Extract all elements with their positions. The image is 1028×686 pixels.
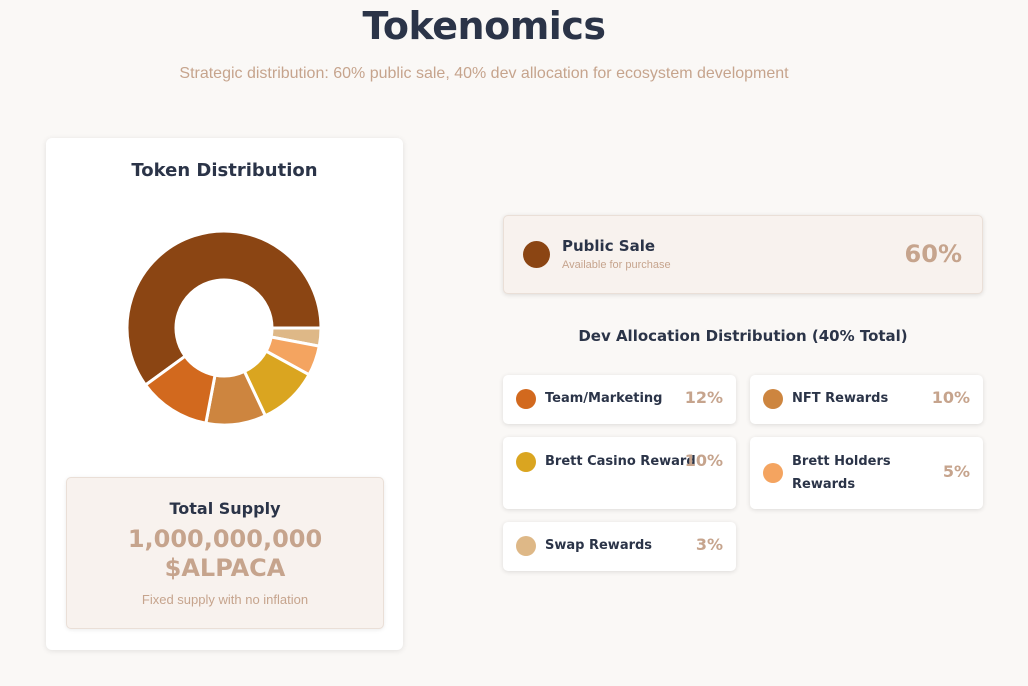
- dev-item-color-dot: [763, 463, 783, 483]
- dev-item-team-marketing: Team/Marketing 12%: [503, 375, 736, 424]
- total-supply-amount: 1,000,000,000: [127, 525, 323, 553]
- token-distribution-card: Token Distribution Total Supply 1,000,00…: [46, 138, 403, 650]
- public-sale-color-dot: [523, 241, 550, 268]
- dev-item-name: Brett Holders Rewards: [792, 454, 891, 492]
- public-sale-card: Public Sale Available for purchase 60%: [503, 215, 983, 294]
- dev-item-name: NFT Rewards: [792, 391, 889, 406]
- dev-item-name: Swap Rewards: [545, 538, 653, 553]
- public-sale-description: Available for purchase: [562, 259, 671, 271]
- donut-slice-team-marketing: [143, 354, 217, 426]
- dev-item-percent: 12%: [684, 388, 723, 407]
- token-distribution-title: Token Distribution: [131, 160, 318, 181]
- total-supply-ticker: $ALPACA: [164, 554, 286, 582]
- page-subtitle: Strategic distribution: 60% public sale,…: [179, 65, 789, 82]
- donut-slice-public-sale: [125, 229, 323, 388]
- dev-item-color-dot: [516, 452, 536, 472]
- dev-allocation-heading: Dev Allocation Distribution (40% Total): [578, 327, 908, 345]
- dev-item-brett-casino-reward: Brett Casino Reward 10%: [503, 437, 736, 509]
- dev-item-color-dot: [516, 389, 536, 409]
- dev-item-percent: 5%: [942, 462, 970, 481]
- public-sale-name: Public Sale: [562, 237, 656, 255]
- dev-item-percent: 10%: [931, 388, 970, 407]
- dev-item-swap-rewards: Swap Rewards 3%: [503, 522, 736, 571]
- dev-item-color-dot: [763, 389, 783, 409]
- dev-item-color-dot: [516, 536, 536, 556]
- total-supply-value: 1,000,000,000 $ALPACA: [67, 525, 383, 583]
- dev-item-percent: 3%: [695, 535, 723, 554]
- dev-item-name: Team/Marketing: [545, 391, 663, 406]
- page-title: Tokenomics: [362, 4, 606, 48]
- total-supply-label: Total Supply: [169, 499, 281, 518]
- total-supply-note: Fixed supply with no inflation: [141, 592, 309, 607]
- total-supply-box: Total Supply 1,000,000,000 $ALPACA Fixed…: [66, 477, 384, 629]
- donut-chart: [125, 229, 323, 427]
- dev-item-brett-holders-rewards: Brett Holders Rewards 5%: [750, 437, 983, 509]
- dev-item-name: Brett Casino Reward: [545, 454, 696, 469]
- dev-item-nft-rewards: NFT Rewards 10%: [750, 375, 983, 424]
- public-sale-percent: 60%: [904, 240, 962, 268]
- dev-item-percent: 10%: [684, 451, 723, 470]
